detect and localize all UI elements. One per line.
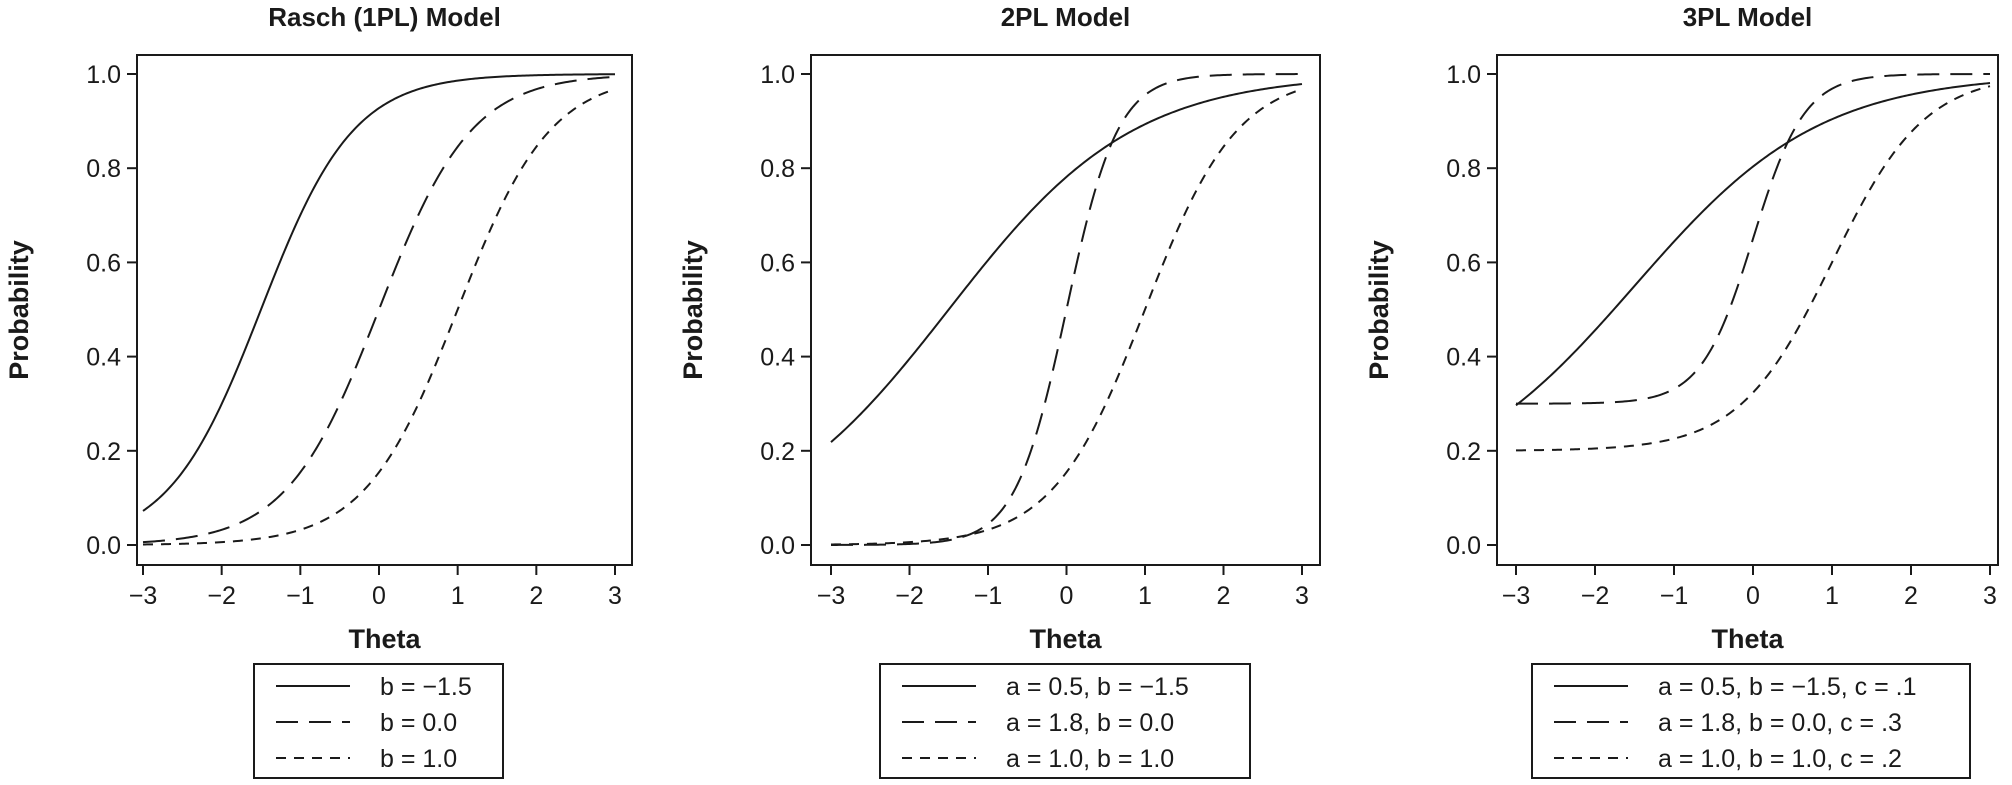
x-tick-label: 1 bbox=[1138, 582, 1152, 610]
x-tick-label: 2 bbox=[1217, 582, 1231, 610]
x-tick-label: 2 bbox=[529, 582, 543, 610]
x-tick-label: −3 bbox=[1502, 582, 1531, 610]
chart-title: 3PL Model bbox=[1683, 2, 1813, 32]
y-tick-label: 0.0 bbox=[86, 532, 121, 560]
y-tick-label: 0.2 bbox=[1446, 438, 1481, 466]
y-tick-label: 0.0 bbox=[760, 532, 795, 560]
x-axis-label: Theta bbox=[1711, 624, 1784, 654]
series-line-1 bbox=[830, 83, 1303, 443]
y-tick-label: 0.0 bbox=[1446, 532, 1481, 560]
chart-panel-1pl: Rasch (1PL) Model 0.0 0.2 0.4 0.6 0.8 1.0 −3 −2 −… bbox=[4, 2, 633, 779]
legend-box bbox=[879, 663, 1251, 779]
series-line-2 bbox=[831, 73, 1302, 546]
x-tick-label: −2 bbox=[1581, 582, 1610, 610]
x-tick-label: 3 bbox=[1295, 582, 1309, 610]
y-tick-label: 1.0 bbox=[760, 61, 795, 89]
series-line-3 bbox=[1515, 85, 1991, 452]
y-tick-label: 0.2 bbox=[760, 438, 795, 466]
legend-label-1: a = 0.5, b = −1.5 bbox=[1006, 673, 1189, 701]
plot-frame bbox=[810, 54, 1321, 566]
x-tick-label: 1 bbox=[1825, 582, 1839, 610]
legend-label-3: b = 1.0 bbox=[380, 745, 457, 773]
series-line-1 bbox=[1515, 82, 1991, 407]
x-tick-label: −3 bbox=[817, 582, 846, 610]
series-line-3 bbox=[142, 88, 616, 546]
series-line-3 bbox=[830, 88, 1303, 546]
y-tick-label: 0.6 bbox=[86, 249, 121, 277]
y-tick-label: 0.4 bbox=[86, 344, 121, 372]
x-tick-label: −3 bbox=[129, 582, 158, 610]
legend-label-2: a = 1.8, b = 0.0, c = .3 bbox=[1658, 709, 1902, 737]
x-axis-label: Theta bbox=[348, 624, 421, 654]
legend-label-2: b = 0.0 bbox=[380, 709, 457, 737]
y-tick-label: 0.8 bbox=[86, 155, 121, 183]
x-tick-label: 0 bbox=[1746, 582, 1760, 610]
y-tick-label: 0.2 bbox=[86, 438, 121, 466]
y-tick-label: 1.0 bbox=[1446, 61, 1481, 89]
legend-label-3: a = 1.0, b = 1.0, c = .2 bbox=[1658, 745, 1902, 773]
legend: b = −1.5 b = 0.0 b = 1.0 bbox=[253, 663, 504, 779]
y-tick-label: 0.8 bbox=[1446, 155, 1481, 183]
x-tick-label: −1 bbox=[1660, 582, 1689, 610]
x-tick-label: −2 bbox=[207, 582, 236, 610]
y-tick-label: 0.4 bbox=[760, 344, 795, 372]
series-line-2 bbox=[142, 75, 616, 544]
x-tick-label: −1 bbox=[974, 582, 1003, 610]
x-tick-label: 1 bbox=[451, 582, 465, 610]
y-tick-label: 0.4 bbox=[1446, 344, 1481, 372]
chart-panel-2pl: 2PL Model 0.0 0.2 0.4 0.6 0.8 1.0 −3 −2 −1 0 1 2 3 The… bbox=[678, 2, 1321, 779]
x-tick-label: 3 bbox=[1983, 582, 1997, 610]
x-tick-label: −2 bbox=[895, 582, 924, 610]
plot-frame bbox=[1496, 54, 1999, 566]
chart-title: 2PL Model bbox=[1001, 2, 1131, 32]
y-tick-label: 0.6 bbox=[1446, 249, 1481, 277]
chart-title: Rasch (1PL) Model bbox=[268, 2, 501, 32]
series-line-1 bbox=[142, 73, 616, 512]
y-tick-label: 0.6 bbox=[760, 249, 795, 277]
plot-frame bbox=[136, 54, 633, 566]
y-axis-label: Probability bbox=[678, 240, 708, 380]
y-axis-label: Probability bbox=[4, 240, 34, 380]
y-axis-label: Probability bbox=[1364, 240, 1394, 380]
x-tick-label: 0 bbox=[1060, 582, 1074, 610]
x-tick-label: 0 bbox=[372, 582, 386, 610]
x-axis-label: Theta bbox=[1029, 624, 1102, 654]
chart-panel-3pl: 3PL Model 0.0 0.2 0.4 0.6 0.8 1.0 −3 −2 −1 0 1 2 3 The… bbox=[1364, 2, 1999, 779]
legend-label-2: a = 1.8, b = 0.0 bbox=[1006, 709, 1174, 737]
x-tick-label: 2 bbox=[1904, 582, 1918, 610]
legend-box bbox=[253, 663, 504, 779]
x-tick-label: −1 bbox=[286, 582, 315, 610]
legend: a = 0.5, b = −1.5 a = 1.8, b = 0.0 a = 1.0… bbox=[879, 663, 1251, 779]
legend-label-1: b = −1.5 bbox=[380, 673, 472, 701]
x-tick-label: 3 bbox=[608, 582, 622, 610]
y-tick-label: 1.0 bbox=[86, 61, 121, 89]
series-line-2 bbox=[1515, 73, 1991, 405]
legend: a = 0.5, b = −1.5, c = .1 a = 1.8, b = 0.… bbox=[1531, 663, 1971, 779]
legend-label-1: a = 0.5, b = −1.5, c = .1 bbox=[1658, 673, 1917, 701]
legend-box bbox=[1531, 663, 1971, 779]
legend-label-3: a = 1.0, b = 1.0 bbox=[1006, 745, 1174, 773]
y-tick-label: 0.8 bbox=[760, 155, 795, 183]
